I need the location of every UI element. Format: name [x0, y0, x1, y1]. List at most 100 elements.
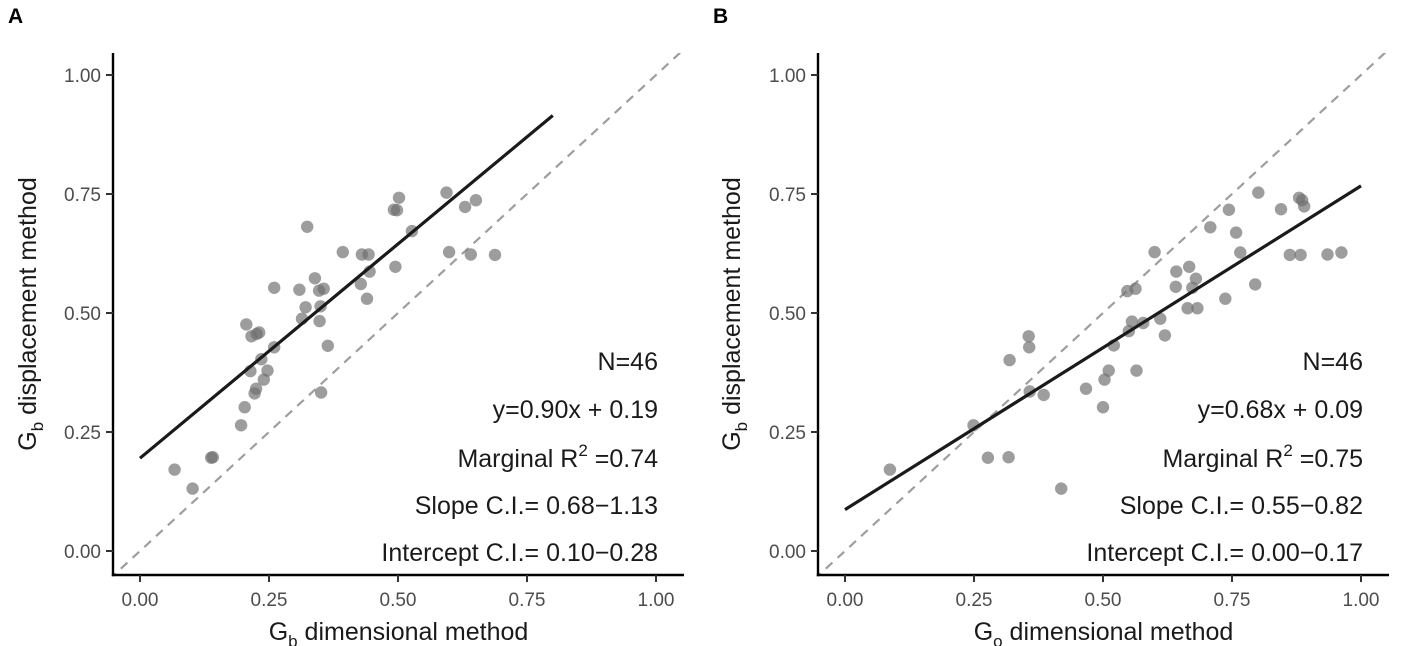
- annotation-intercept-ci: Intercept C.I.= 0.10−0.28: [381, 539, 658, 567]
- identity-line: [818, 53, 1387, 575]
- data-point: [354, 277, 367, 291]
- y-tick-label: 0.75: [769, 185, 806, 206]
- data-point: [392, 191, 406, 204]
- y-tick-label: 1.00: [64, 66, 101, 87]
- data-point: [321, 339, 334, 352]
- data-point: [268, 281, 281, 294]
- annotation-equation: y=0.68x + 0.09: [1198, 396, 1363, 424]
- x-axis-title-main: G: [974, 618, 993, 646]
- data-point: [1274, 203, 1288, 216]
- data-point: [1298, 200, 1311, 213]
- y-axis-title-subscript: b: [732, 422, 751, 431]
- data-point: [1321, 248, 1334, 261]
- data-point: [1252, 186, 1265, 199]
- data-point: [314, 386, 328, 399]
- y-axis-title: Gb displacement method: [14, 177, 47, 451]
- data-point: [1283, 248, 1297, 262]
- identity-line: [113, 53, 682, 575]
- data-point: [1335, 246, 1348, 259]
- data-point: [1022, 341, 1036, 354]
- y-axis-title-rest: displacement method: [14, 177, 42, 422]
- data-point: [1158, 329, 1172, 342]
- x-tick-label: 0.00: [827, 590, 864, 611]
- x-tick-label: 0.25: [251, 590, 288, 611]
- points: [168, 186, 502, 495]
- data-point: [1204, 221, 1217, 234]
- annotation-r2-value: =0.75: [1293, 445, 1363, 473]
- y-axis-title-main: G: [718, 431, 746, 450]
- x-tick-label: 0.50: [380, 590, 417, 611]
- data-point: [1170, 265, 1183, 278]
- annotation-n: N=46: [598, 348, 658, 376]
- y-axis-title: Gb displacement method: [718, 177, 751, 451]
- x-tick-label: 1.00: [1343, 590, 1380, 611]
- data-point: [1249, 278, 1262, 291]
- annotation-intercept-ci: Intercept C.I.= 0.00−0.17: [1086, 539, 1363, 567]
- x-axis-title-rest: dimensional method: [298, 618, 529, 646]
- data-point: [1079, 382, 1093, 395]
- data-point: [234, 419, 248, 432]
- data-point: [362, 248, 375, 261]
- annotation-slope-ci: Slope C.I.= 0.55−0.82: [1120, 492, 1363, 520]
- y-tick-label: 0.25: [769, 423, 806, 444]
- x-axis-title-subscript: b: [288, 632, 297, 646]
- data-point: [1229, 226, 1243, 239]
- y-axis-title-rest: displacement method: [718, 177, 746, 422]
- data-point: [293, 283, 306, 296]
- x-tick-label: 0.75: [1214, 590, 1251, 611]
- data-point: [238, 401, 251, 414]
- data-point: [1191, 302, 1204, 315]
- data-point: [1002, 451, 1015, 464]
- data-point: [249, 382, 263, 395]
- data-point: [253, 326, 266, 339]
- annotation-r2-value: =0.74: [588, 445, 658, 473]
- x-axis-title: Gb dimensional method: [269, 618, 529, 646]
- data-point: [1130, 364, 1143, 377]
- data-point: [186, 482, 199, 495]
- data-point: [488, 248, 502, 262]
- data-point: [1219, 292, 1232, 305]
- data-point: [299, 301, 312, 314]
- data-point: [440, 186, 453, 199]
- data-point: [336, 245, 349, 259]
- data-point: [240, 318, 253, 331]
- data-point: [308, 272, 322, 285]
- data-point: [1222, 203, 1236, 216]
- data-point: [168, 463, 181, 476]
- data-point: [313, 314, 326, 328]
- panel-label: A: [8, 5, 23, 28]
- data-point: [301, 220, 314, 233]
- annotation-r2: Marginal R2 =0.75: [1162, 441, 1363, 473]
- data-point: [1148, 245, 1161, 259]
- data-point: [464, 248, 477, 261]
- data-point: [389, 260, 402, 273]
- data-point: [390, 204, 404, 217]
- data-point: [206, 451, 219, 464]
- panel-b: B 0.00 0.25 0.50 0.75 1.00 0.00 0.25 0.50 0.75 1.0…: [713, 5, 1389, 646]
- y-tick-label: 0.75: [64, 185, 101, 206]
- data-point: [1234, 246, 1247, 259]
- y-tick-label: 0.00: [769, 542, 806, 563]
- data-point: [1055, 482, 1068, 495]
- data-point: [442, 245, 456, 259]
- data-point: [261, 364, 274, 377]
- panel-a: A 0.00 0.25 0.50 0.75 1.00 0.00 0.25 0.50 0.75 1.0…: [8, 5, 684, 646]
- y-axis-title-subscript: b: [28, 422, 47, 431]
- y-tick-label: 0.50: [64, 304, 101, 325]
- data-point: [360, 292, 374, 305]
- data-point: [317, 282, 330, 295]
- y-tick-label: 1.00: [769, 66, 806, 87]
- x-axis-title-rest: dimensional method: [1003, 618, 1234, 646]
- regression-line: [844, 184, 1362, 511]
- annotation-r2-superscript: 2: [1283, 441, 1292, 460]
- data-point: [1003, 353, 1016, 367]
- x-axis-title-main: G: [269, 618, 288, 646]
- data-point: [981, 451, 995, 464]
- x-tick-label: 0.50: [1085, 590, 1122, 611]
- data-point: [1096, 401, 1110, 414]
- x-tick-label: 0.00: [122, 590, 159, 611]
- y-axis-title-main: G: [14, 431, 42, 450]
- y-tick-label: 0.25: [64, 423, 101, 444]
- data-point: [1169, 280, 1183, 293]
